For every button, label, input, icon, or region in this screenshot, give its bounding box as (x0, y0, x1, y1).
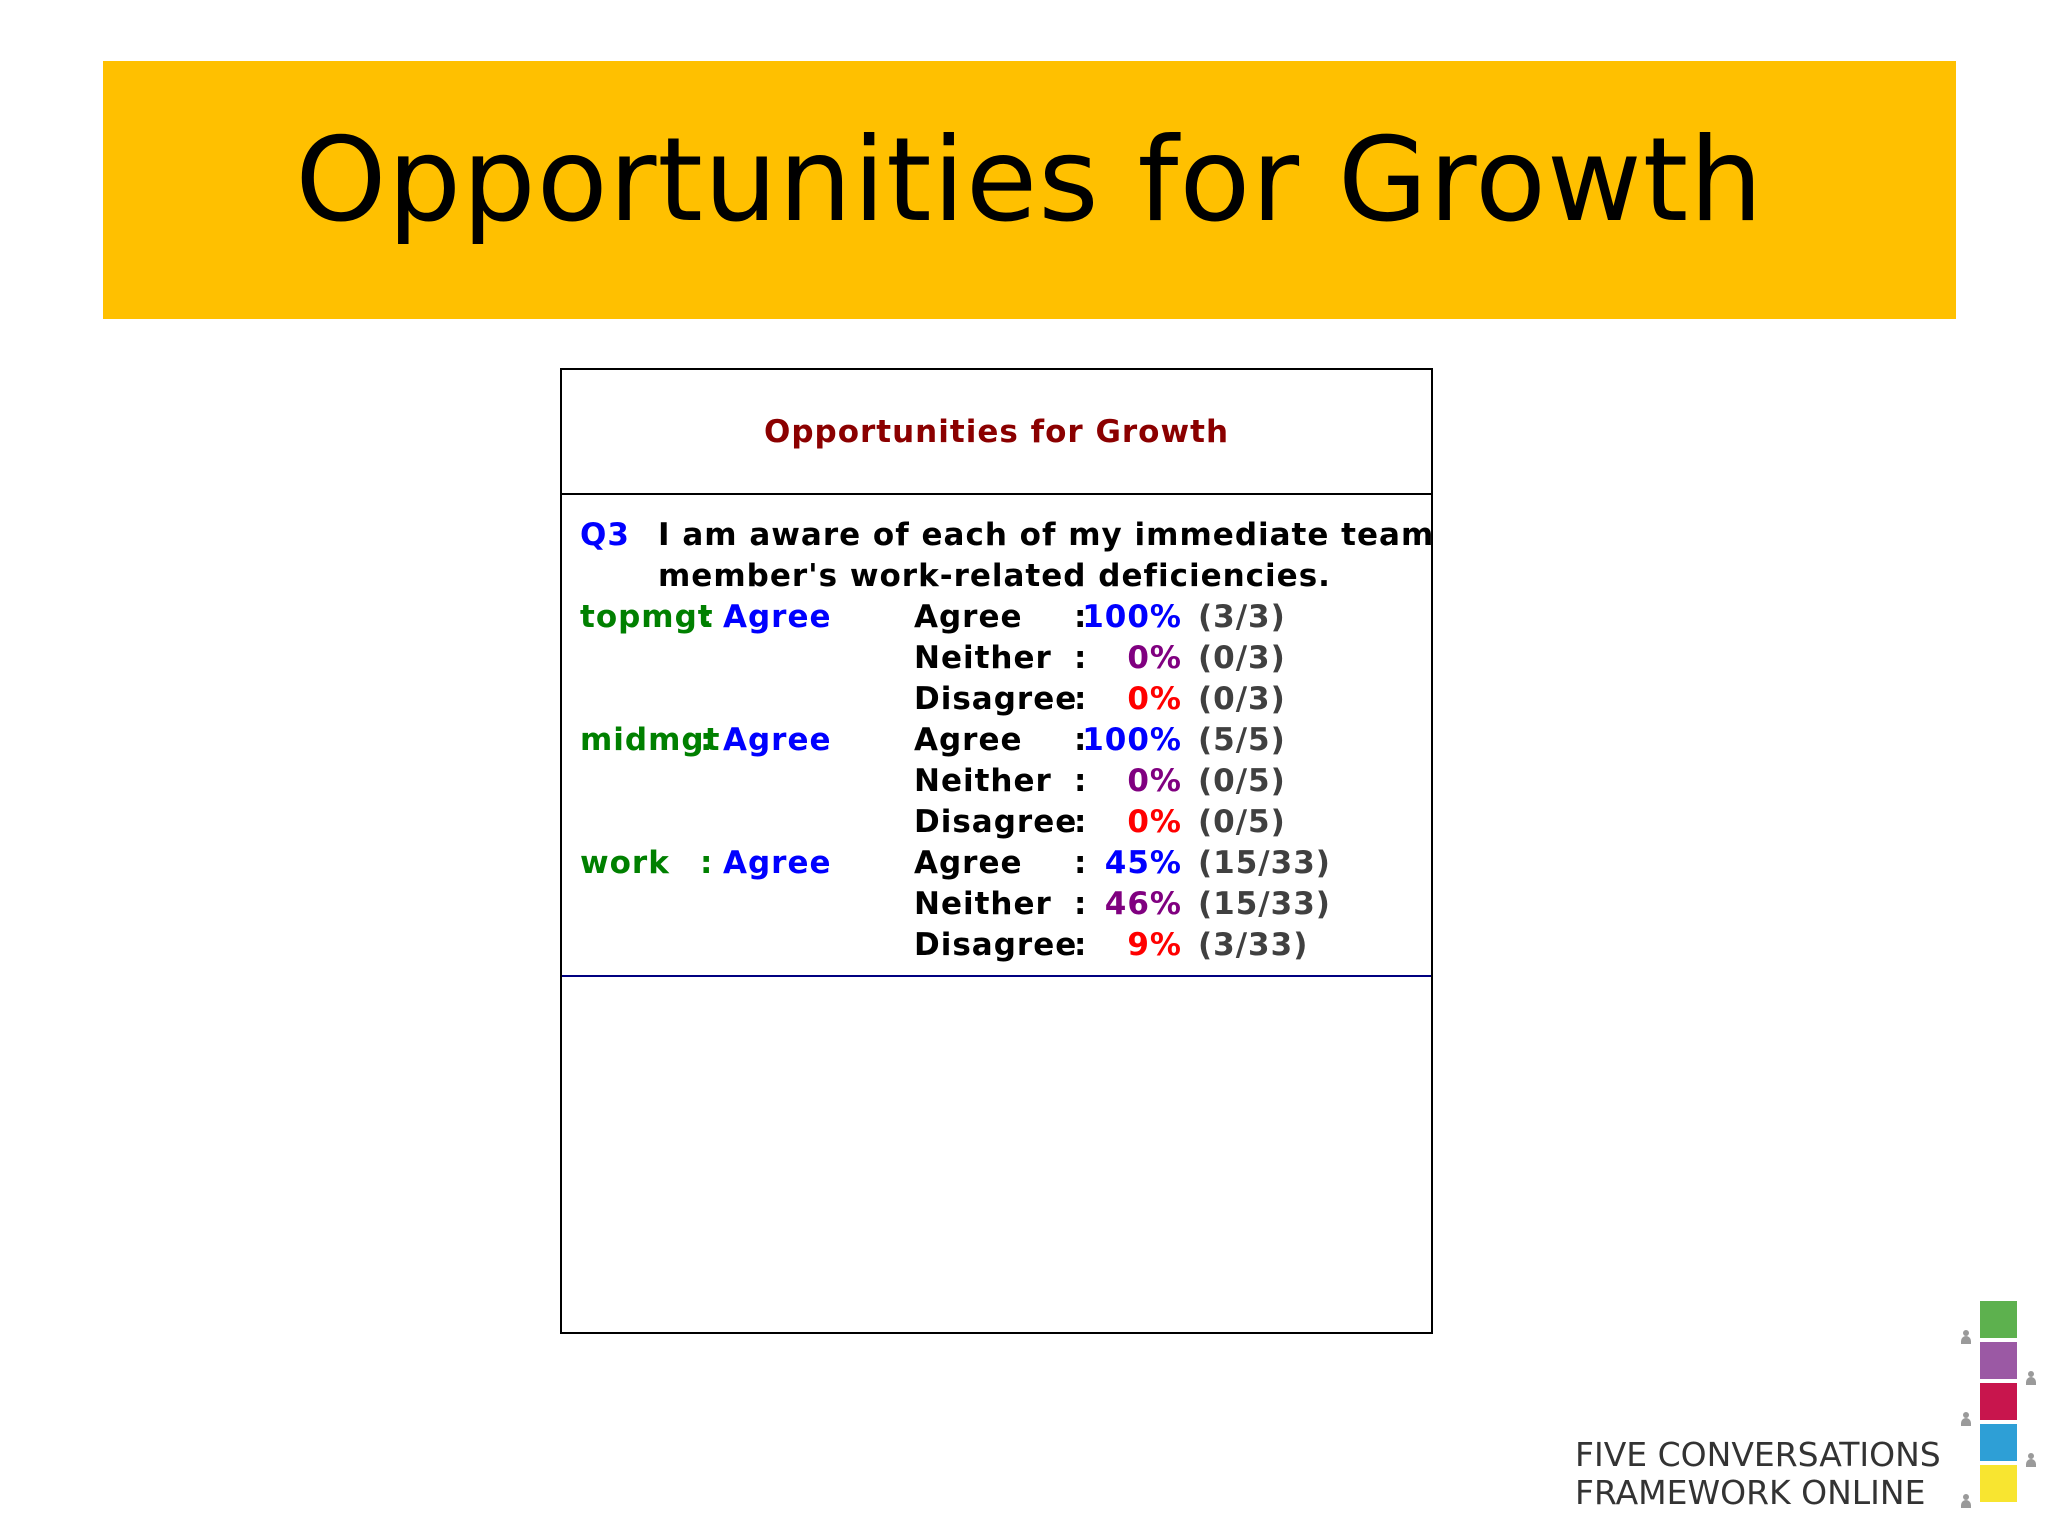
person-icon (1961, 1330, 1971, 1344)
response-count: (5/5) (1198, 722, 1286, 758)
group-name: topmgt (580, 599, 714, 635)
response-label: Disagree (914, 927, 1078, 963)
question-row-2: member's work-related deficiencies. (562, 556, 1431, 597)
logo-square-blue (1980, 1424, 2017, 1461)
response-count: (0/5) (1198, 763, 1286, 799)
response-colon: : (1074, 804, 1088, 840)
five-conversations-logo: FIVE CONVERSATIONS FRAMEWORK ONLINE (1560, 1300, 2040, 1530)
logo-square-purple (1980, 1342, 2017, 1379)
response-label: Agree (914, 599, 1023, 635)
slide-title: Opportunities for Growth (295, 112, 1764, 248)
response-label: Neither (914, 640, 1052, 676)
response-colon: : (1074, 722, 1088, 758)
question-number: Q3 (580, 517, 630, 553)
group-separator: : (700, 599, 714, 635)
response-label: Disagree (914, 804, 1078, 840)
response-row: Disagree : 0% (0/3) (562, 679, 1431, 720)
person-icon (1961, 1412, 1971, 1426)
response-percent: 0% (1127, 763, 1182, 799)
logo-text-line-2: FRAMEWORK ONLINE (1575, 1473, 1926, 1512)
response-row: work : Agree Agree : 45% (15/33) (562, 843, 1431, 884)
response-count: (15/33) (1198, 845, 1331, 881)
logo-text-line-1: FIVE CONVERSATIONS (1575, 1435, 1941, 1474)
response-colon: : (1074, 845, 1088, 881)
response-label: Agree (914, 722, 1023, 758)
response-label: Agree (914, 845, 1023, 881)
person-icon (1961, 1494, 1971, 1508)
logo-square-green (1980, 1301, 2017, 1338)
response-count: (0/5) (1198, 804, 1286, 840)
question-row: Q3 I am aware of each of my immediate te… (562, 515, 1435, 556)
panel-body: Q3 I am aware of each of my immediate te… (562, 495, 1435, 977)
response-colon: : (1074, 640, 1088, 676)
group-consensus: Agree (723, 845, 832, 881)
panel-title: Opportunities for Growth (763, 413, 1230, 450)
response-row: Neither : 0% (0/3) (562, 638, 1431, 679)
group-consensus: Agree (723, 599, 832, 635)
response-count: (3/3) (1198, 599, 1286, 635)
response-percent: 45% (1104, 845, 1182, 881)
group-separator: : (700, 722, 714, 758)
response-colon: : (1074, 886, 1088, 922)
question-text-line-2: member's work-related deficiencies. (658, 558, 1331, 594)
response-colon: : (1074, 599, 1088, 635)
response-row: Neither : 46% (15/33) (562, 884, 1431, 925)
person-icon (2026, 1371, 2036, 1385)
response-percent: 0% (1127, 640, 1182, 676)
response-colon: : (1074, 681, 1088, 717)
person-icon (2026, 1453, 2036, 1467)
response-row: Neither : 0% (0/5) (562, 761, 1431, 802)
response-row: Disagree : 9% (3/33) (562, 925, 1431, 966)
question-text-line-1: I am aware of each of my immediate team (658, 517, 1435, 553)
response-percent: 100% (1082, 599, 1182, 635)
response-row: midmgt : Agree Agree : 100% (5/5) (562, 720, 1431, 761)
response-label: Disagree (914, 681, 1078, 717)
group-separator: : (700, 845, 714, 881)
response-colon: : (1074, 763, 1088, 799)
logo-square-crimson (1980, 1383, 2017, 1420)
group-name: midmgt (580, 722, 721, 758)
response-percent: 0% (1127, 804, 1182, 840)
panel-header: Opportunities for Growth (562, 370, 1431, 495)
response-percent: 100% (1082, 722, 1182, 758)
response-row: Disagree : 0% (0/5) (562, 802, 1431, 843)
response-label: Neither (914, 886, 1052, 922)
response-count: (0/3) (1198, 681, 1286, 717)
response-label: Neither (914, 763, 1052, 799)
logo-square-yellow (1980, 1465, 2017, 1502)
group-name: work (580, 845, 670, 881)
response-percent: 0% (1127, 681, 1182, 717)
group-consensus: Agree (723, 722, 832, 758)
response-percent: 46% (1104, 886, 1182, 922)
results-panel: Opportunities for Growth Q3 I am aware o… (560, 368, 1433, 1334)
response-count: (3/33) (1198, 927, 1309, 963)
response-count: (15/33) (1198, 886, 1331, 922)
response-row: topmgt : Agree Agree : 100% (3/3) (562, 597, 1431, 638)
title-banner: Opportunities for Growth (103, 61, 1956, 319)
response-count: (0/3) (1198, 640, 1286, 676)
response-percent: 9% (1127, 927, 1182, 963)
response-colon: : (1074, 927, 1088, 963)
